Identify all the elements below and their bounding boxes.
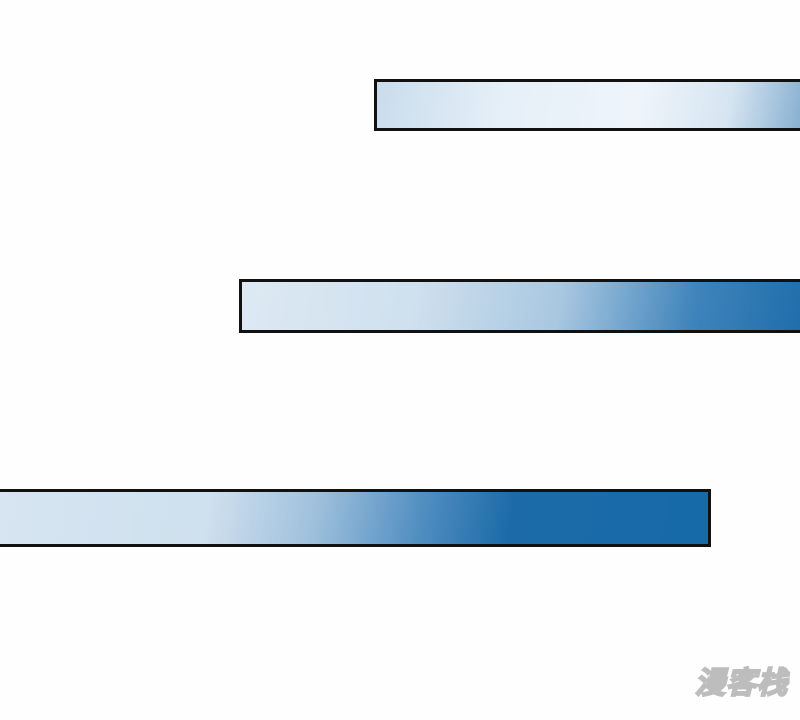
gradient-bar-middle [239, 279, 800, 333]
watermark-logo: 漫客栈 [694, 665, 788, 702]
gradient-bar-top [374, 79, 800, 131]
gradient-bar-bottom [0, 489, 711, 547]
